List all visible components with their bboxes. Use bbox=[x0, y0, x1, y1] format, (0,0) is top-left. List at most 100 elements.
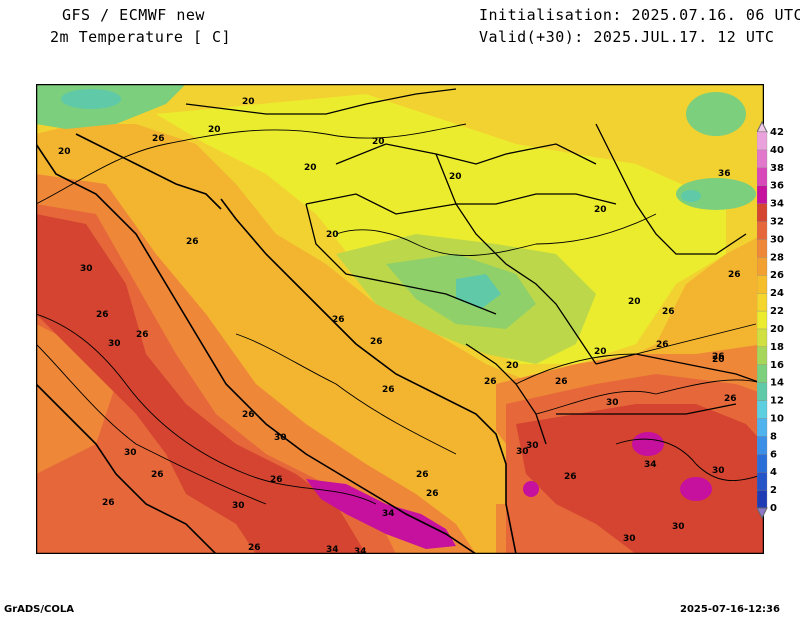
colorbar-bottom-arrow bbox=[757, 507, 768, 520]
colorbar-swatch bbox=[757, 400, 768, 419]
contour-label: 30 bbox=[672, 522, 685, 532]
colorbar-tick-label: 28 bbox=[770, 252, 784, 263]
field-title: 2m Temperature [ C] bbox=[50, 28, 232, 46]
contour-label: 20 bbox=[449, 172, 462, 182]
contour-label: 26 bbox=[662, 307, 675, 317]
colorbar-tick-label: 20 bbox=[770, 324, 784, 335]
colorbar-tick-label: 42 bbox=[770, 127, 784, 138]
colorbar-swatch bbox=[757, 257, 768, 276]
colorbar-tick-label: 18 bbox=[770, 342, 784, 353]
contour-label: 30 bbox=[712, 466, 725, 476]
colorbar-swatch bbox=[757, 364, 768, 383]
temperature-map: 20 20 20 20 20 20 20 20 20 20 20 20 26 2… bbox=[36, 84, 764, 554]
contour-label: 26 bbox=[555, 377, 568, 387]
contour-label: 26 bbox=[102, 498, 115, 508]
colorbar-swatch bbox=[757, 489, 768, 509]
contour-label: 26 bbox=[728, 270, 741, 280]
colorbar-swatch bbox=[757, 346, 768, 365]
contour-label: 26 bbox=[712, 352, 725, 362]
contour-label: 30 bbox=[606, 398, 619, 408]
colorbar-swatch bbox=[757, 149, 768, 168]
contour-label: 30 bbox=[124, 448, 137, 458]
colorbar-tick-label: 34 bbox=[770, 199, 784, 210]
contour-label: 26 bbox=[564, 472, 577, 482]
colorbar-swatch bbox=[757, 292, 768, 312]
contour-label: 30 bbox=[80, 264, 93, 274]
contour-label: 26 bbox=[426, 489, 439, 499]
colorbar-boxes bbox=[757, 120, 768, 520]
colorbar-tick-label: 14 bbox=[770, 378, 784, 389]
contour-label: 20 bbox=[372, 137, 385, 147]
contour-label: 34 bbox=[644, 460, 657, 470]
contour-label: 26 bbox=[186, 237, 199, 247]
contour-label: 26 bbox=[416, 470, 429, 480]
contour-label: 26 bbox=[136, 330, 149, 340]
colorbar-tick-label: 22 bbox=[770, 306, 784, 317]
contour-label: 20 bbox=[304, 163, 317, 173]
contour-label: 26 bbox=[152, 134, 165, 144]
colorbar-swatch bbox=[757, 472, 768, 491]
colorbar-tick-label: 8 bbox=[770, 431, 777, 442]
greece-magenta-1 bbox=[632, 432, 664, 456]
contour-label: 30 bbox=[623, 534, 636, 544]
colorbar-tick-label: 4 bbox=[770, 467, 777, 478]
colorbar-tick-label: 38 bbox=[770, 163, 784, 174]
contour-label: 30 bbox=[516, 447, 529, 457]
colorbar-swatch bbox=[757, 131, 768, 151]
ne-teal-1 bbox=[686, 92, 746, 136]
contour-label: 26 bbox=[332, 315, 345, 325]
nw-teal bbox=[61, 89, 121, 109]
colorbar-tick-label: 26 bbox=[770, 270, 784, 281]
contour-label: 30 bbox=[232, 501, 245, 511]
contour-label: 26 bbox=[656, 340, 669, 350]
colorbar-swatch bbox=[757, 310, 768, 330]
colorbar-swatch bbox=[757, 436, 768, 455]
contour-label: 26 bbox=[484, 377, 497, 387]
footer-timestamp: 2025-07-16-12:36 bbox=[680, 604, 780, 615]
colorbar-swatch bbox=[757, 418, 768, 437]
contour-label: 30 bbox=[108, 339, 121, 349]
colorbar-tick-label: 12 bbox=[770, 396, 784, 407]
colorbar-tick-label: 2 bbox=[770, 485, 777, 496]
valid-time: Valid(+30): 2025.JUL.17. 12 UTC bbox=[479, 28, 775, 46]
colorbar-tick-label: 10 bbox=[770, 413, 784, 424]
albania-magenta bbox=[523, 481, 539, 497]
contour-label: 20 bbox=[506, 361, 519, 371]
colorbar-top-arrow bbox=[757, 120, 768, 133]
contour-label: 26 bbox=[242, 410, 255, 420]
contour-label: 26 bbox=[151, 470, 164, 480]
colorbar-swatch bbox=[757, 454, 768, 473]
model-title: GFS / ECMWF new bbox=[62, 6, 205, 24]
contour-label: 20 bbox=[208, 125, 221, 135]
italy-red bbox=[36, 214, 366, 554]
contour-label: 30 bbox=[274, 433, 287, 443]
south-italy-magenta bbox=[306, 479, 456, 549]
colorbar-tick-label: 36 bbox=[770, 181, 784, 192]
colorbar-tick-label: 40 bbox=[770, 145, 784, 156]
contour-label: 20 bbox=[58, 147, 71, 157]
colorbar-tick-label: 32 bbox=[770, 217, 784, 228]
contour-label: 20 bbox=[242, 97, 255, 107]
contour-label: 26 bbox=[270, 475, 283, 485]
contour-label: 30 bbox=[526, 441, 539, 451]
colorbar-tick-label: 16 bbox=[770, 360, 784, 371]
colorbar-swatch bbox=[757, 185, 768, 204]
country-borders bbox=[185, 88, 764, 445]
contour-label: 26 bbox=[370, 337, 383, 347]
contour-label: 34 bbox=[326, 545, 339, 554]
coastlines bbox=[36, 133, 517, 554]
contour-label: 26 bbox=[724, 394, 737, 404]
contour-label: 36 bbox=[718, 169, 731, 179]
colorbar-swatch bbox=[757, 382, 768, 401]
contour-label: 34 bbox=[354, 547, 367, 554]
contour-labels: 20 20 20 20 20 20 20 20 20 20 20 20 26 2… bbox=[58, 97, 741, 554]
init-time: Initialisation: 2025.07.16. 06 UTC bbox=[479, 6, 800, 24]
greece-red bbox=[516, 404, 764, 554]
contour-label: 20 bbox=[712, 355, 725, 365]
colorbar-swatch bbox=[757, 275, 768, 294]
contour-label: 26 bbox=[382, 385, 395, 395]
ne-teal-3 bbox=[681, 190, 701, 202]
contour-label: 20 bbox=[594, 205, 607, 215]
